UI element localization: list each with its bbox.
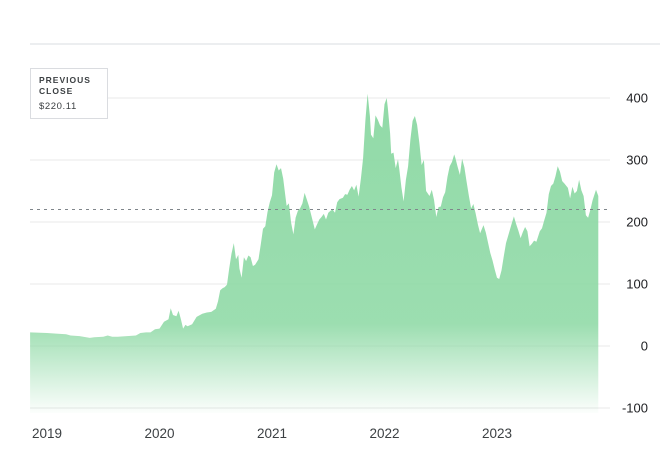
y-axis-label: 400 (626, 91, 648, 106)
x-axis-label: 2021 (257, 426, 287, 441)
y-axis-label: 0 (641, 339, 648, 354)
y-axis-label: 200 (626, 215, 648, 230)
previous-close-label: PREVIOUS CLOSE (39, 75, 91, 97)
y-axis-label: 300 (626, 153, 648, 168)
x-axis-label: 2022 (369, 426, 399, 441)
x-axis-label: 2020 (144, 426, 174, 441)
y-axis-label: 100 (626, 277, 648, 292)
price-area[interactable] (30, 93, 599, 413)
previous-close-value: $220.11 (39, 100, 77, 112)
previous-close-chip: PREVIOUS CLOSE $220.11 (30, 68, 108, 119)
y-axis-label: -100 (622, 401, 648, 416)
x-axis-label: 2023 (482, 426, 512, 441)
x-axis-label: 2019 (32, 426, 62, 441)
